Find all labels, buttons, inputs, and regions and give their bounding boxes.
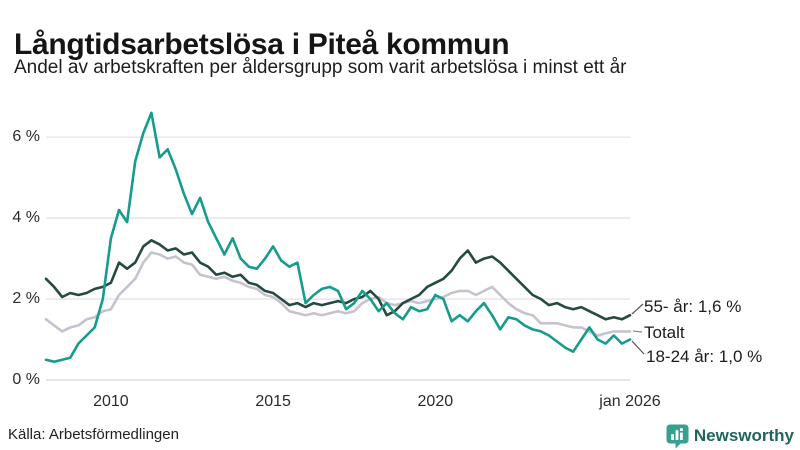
leader-line-total bbox=[632, 330, 643, 333]
series-line-totalt bbox=[44, 251, 632, 337]
series-label-55plus: 55- år: 1,6 % bbox=[644, 297, 742, 316]
y-axis-tick-label: 0 % bbox=[12, 371, 40, 388]
leader-line-55plus bbox=[631, 303, 644, 315]
leader-line-18-24 bbox=[631, 340, 645, 355]
series-line-55-r bbox=[44, 239, 632, 321]
x-axis-tick-label: 2015 bbox=[255, 393, 291, 410]
chart-subtitle: Andel av arbetskraften per åldersgrupp s… bbox=[14, 57, 627, 78]
newsworthy-logo[interactable]: Newsworthy bbox=[666, 423, 794, 449]
x-axis-tick-label: jan 2026 bbox=[599, 393, 661, 410]
x-axis-tick-label: 2010 bbox=[93, 393, 129, 410]
bar-chart-bubble-icon bbox=[666, 424, 689, 448]
y-axis-tick-label: 2 % bbox=[12, 290, 40, 308]
x-axis-tick-label: 2020 bbox=[417, 393, 454, 410]
source-caption: Källa: Arbetsförmedlingen bbox=[8, 426, 179, 443]
series-line-18-24-r bbox=[44, 111, 632, 364]
series-lines bbox=[44, 111, 632, 364]
y-axis-tick-label: 4 % bbox=[12, 209, 40, 227]
series-label-18-24: 18-24 år: 1,0 % bbox=[646, 347, 763, 366]
y-axis-tick-label: 6 % bbox=[12, 128, 40, 146]
leader-lines bbox=[631, 303, 645, 355]
series-label-total: Totalt bbox=[644, 323, 685, 342]
chart-title: Långtidsarbetslösa i Piteå kommun bbox=[14, 28, 510, 62]
brand-name: Newsworthy bbox=[693, 426, 794, 445]
